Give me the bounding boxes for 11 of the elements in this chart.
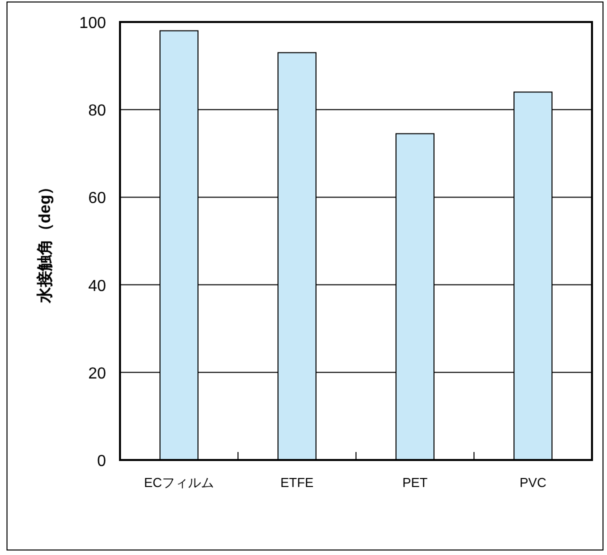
x-tick-label: ETFE xyxy=(280,475,314,490)
y-axis-title: 水接触角（deg） xyxy=(36,178,54,304)
x-tick-label: PVC xyxy=(520,475,546,490)
y-tick-label: 40 xyxy=(88,278,106,295)
x-tick-label: ECフィルム xyxy=(144,475,214,490)
y-tick-label: 80 xyxy=(88,102,106,120)
x-tick-label: PET xyxy=(402,475,428,490)
y-tick-label: 20 xyxy=(88,365,106,382)
y-tick-label: 100 xyxy=(79,15,106,32)
y-tick-label: 0 xyxy=(97,453,106,470)
y-tick-label: 60 xyxy=(88,190,106,208)
